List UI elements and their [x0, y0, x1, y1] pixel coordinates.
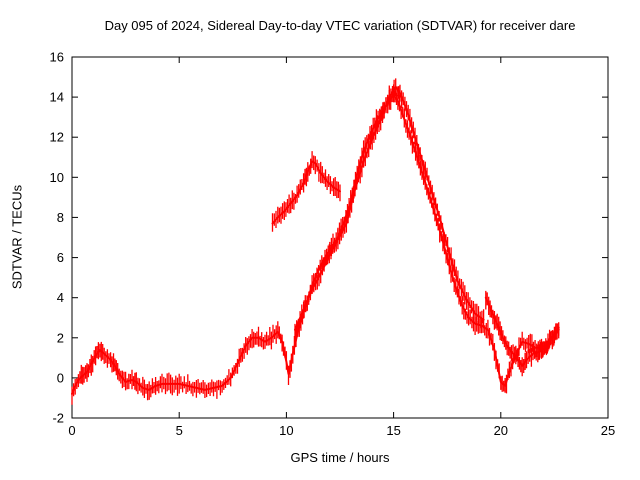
- x-tick-label: 15: [386, 423, 400, 438]
- series-errorbars-parallel-trace: [294, 78, 485, 341]
- series-line-parallel-trace: [294, 86, 485, 331]
- y-tick-label: 16: [50, 50, 64, 65]
- y-tick-label: 8: [57, 210, 64, 225]
- series-line-evening-branch: [484, 296, 560, 367]
- x-axis-label: GPS time / hours: [290, 450, 390, 465]
- x-tick-label: 25: [601, 423, 615, 438]
- series-line-main-trace: [71, 94, 560, 395]
- x-tick-label: 5: [176, 423, 183, 438]
- y-tick-label: 2: [57, 330, 64, 345]
- series-errorbars-morning-hump-branch: [271, 151, 341, 232]
- y-tick-label: 6: [57, 250, 64, 265]
- x-tick-label: 10: [279, 423, 293, 438]
- x-tick-label: 20: [494, 423, 508, 438]
- y-tick-label: 12: [50, 130, 64, 145]
- plot-border: [71, 56, 609, 419]
- series-line-morning-hump-branch: [271, 160, 341, 225]
- x-tick-label: 0: [68, 423, 75, 438]
- chart-title: Day 095 of 2024, Sidereal Day-to-day VTE…: [104, 18, 576, 33]
- y-tick-label: 0: [57, 370, 64, 385]
- y-tick-label: -2: [52, 411, 64, 426]
- y-tick-label: 14: [50, 90, 64, 105]
- y-tick-label: 4: [57, 290, 64, 305]
- y-tick-label: 10: [50, 170, 64, 185]
- series-errorbars-main-trace: [71, 84, 560, 405]
